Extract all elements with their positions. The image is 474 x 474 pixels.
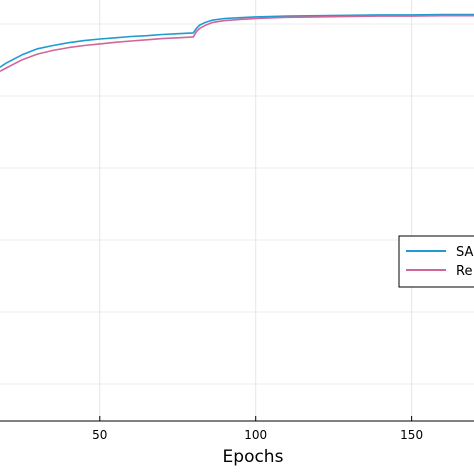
grid — [0, 0, 474, 421]
x-tick-label-2: 150 — [400, 428, 423, 442]
x-tick-label-1: 100 — [244, 428, 267, 442]
legend-box — [398, 235, 474, 288]
legend-label-re: Re — [456, 264, 472, 279]
x-tick-label-0: 50 — [92, 428, 107, 442]
series-line-re — [0, 14, 474, 73]
series-line-sa — [0, 13, 474, 68]
series-lines — [0, 13, 474, 73]
x-axis-title: Epochs — [223, 447, 284, 467]
legend: SA Re — [398, 235, 474, 288]
legend-label-sa: SA — [456, 245, 473, 260]
x-ticks: 50 100 150 — [92, 416, 423, 442]
